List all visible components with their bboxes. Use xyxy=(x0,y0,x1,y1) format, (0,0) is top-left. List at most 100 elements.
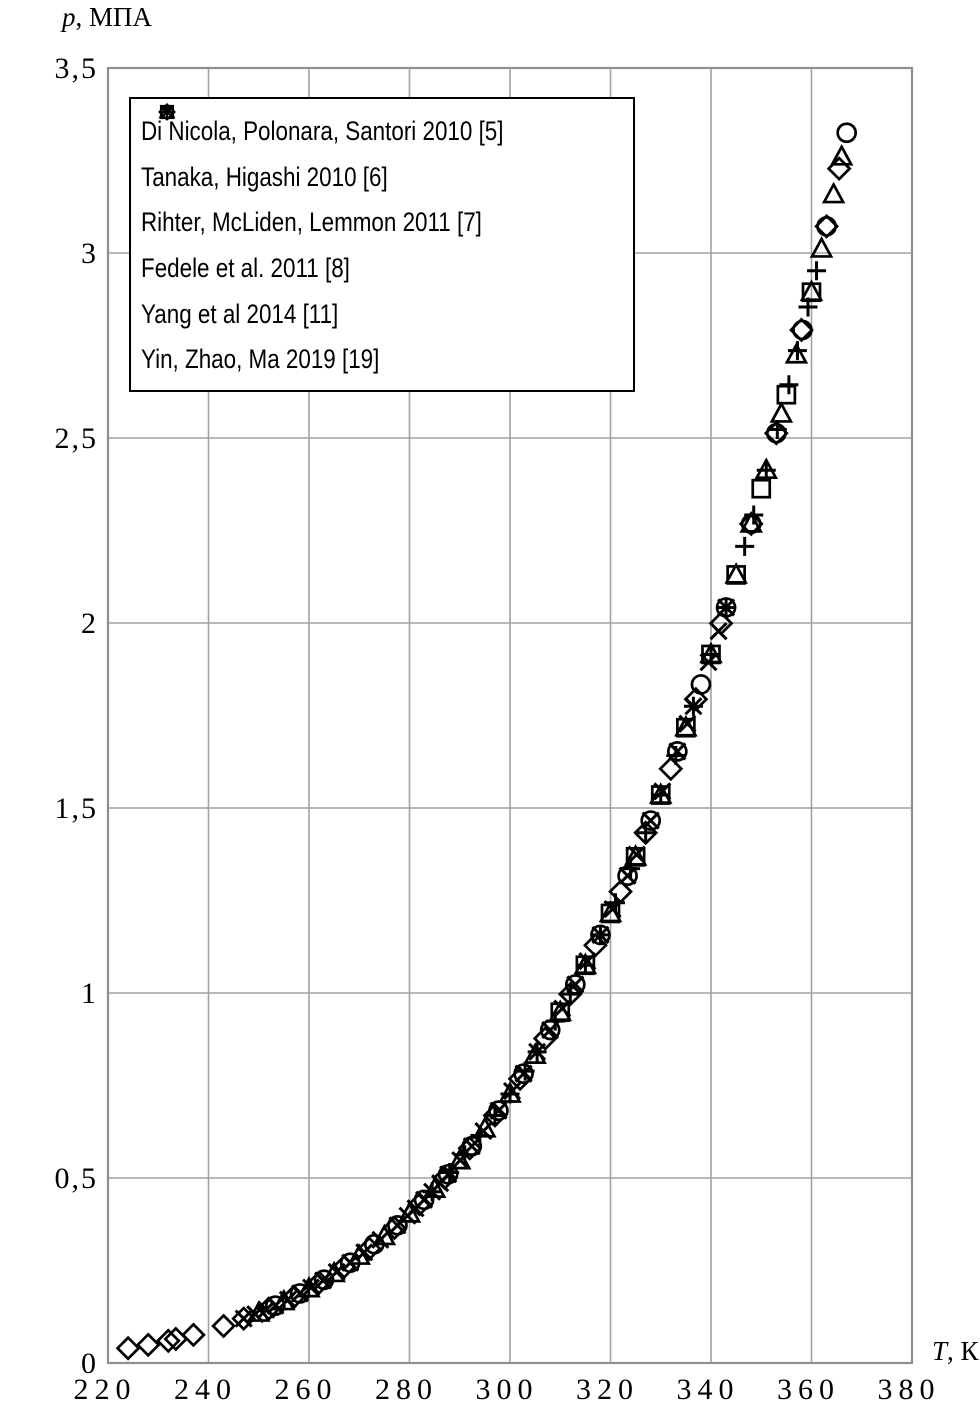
plus-marker-icon xyxy=(779,375,799,395)
y-tick-label: 2,5 xyxy=(55,422,99,455)
triangle-marker-icon xyxy=(739,511,763,533)
circle-marker-icon xyxy=(590,924,611,946)
legend-label: Yin, Zhao, Ma 2019 [19] xyxy=(141,344,380,375)
plus-marker-icon xyxy=(606,893,626,913)
y-tick-label: 1 xyxy=(81,977,98,1010)
circle-marker-icon xyxy=(765,422,787,444)
circle-marker-icon xyxy=(264,1295,286,1317)
plus-marker-icon xyxy=(798,297,818,317)
circle-marker-icon xyxy=(159,104,175,120)
plus-marker-icon xyxy=(590,925,610,945)
y-tick-labels: 0 0,5 1 1,5 2 2,5 3 3,5 xyxy=(55,52,99,1380)
legend-item-tanaka: Tanaka, Higashi 2010 [6] xyxy=(131,104,633,201)
legend-label: Rihter, McLiden, Lemmon 2011 [7] xyxy=(141,207,482,238)
y-tick-label: 3,5 xyxy=(55,52,99,85)
plus-marker-icon xyxy=(575,955,595,975)
square-marker-icon xyxy=(751,478,772,499)
legend-label: Fedele et al. 2011 [8] xyxy=(141,253,350,284)
plus-marker-icon xyxy=(787,341,807,361)
x-marker-icon xyxy=(653,782,672,801)
plus-marker-icon xyxy=(485,1105,505,1125)
x-tick-label: 360 xyxy=(777,1373,840,1404)
x-marker-icon xyxy=(278,1290,297,1309)
circle-marker-icon xyxy=(816,216,837,237)
y-tick-label: 1,5 xyxy=(55,792,99,825)
plus-legend-icon xyxy=(160,105,174,119)
square-marker-icon xyxy=(776,384,797,405)
y-axis-unit: , МПА xyxy=(75,2,153,32)
legend-label: Di Nicola, Polonara, Santori 2010 [5] xyxy=(141,116,504,147)
x-tick-label: 240 xyxy=(174,1373,237,1404)
plus-marker-icon xyxy=(160,105,174,119)
y-tick-label: 2 xyxy=(81,607,98,640)
plus-marker-icon xyxy=(716,597,736,617)
y-tick-label: 0,5 xyxy=(55,1162,99,1195)
x-axis-label: T, К xyxy=(932,1336,979,1367)
x-marker-icon xyxy=(514,1064,533,1083)
x-marker-icon xyxy=(341,1253,360,1272)
circle-marker-icon xyxy=(313,1269,335,1291)
triangle-marker-icon xyxy=(809,236,834,258)
circle-marker-icon xyxy=(437,1163,459,1185)
x-tick-label: 280 xyxy=(375,1373,438,1404)
x-tick-labels: 220 240 260 280 300 320 340 360 380 xyxy=(74,1373,941,1404)
plus-marker-icon xyxy=(683,696,703,716)
legend-item-fedele: Fedele et al. 2011 [8] xyxy=(131,105,633,292)
x-axis-variable: T xyxy=(932,1336,948,1366)
diamond-marker-icon xyxy=(814,213,839,239)
diamond-marker-icon xyxy=(557,981,583,1007)
triangle-marker-icon xyxy=(799,279,824,302)
circle-marker-icon xyxy=(640,810,662,831)
plus-marker-icon xyxy=(756,460,776,480)
x-tick-label: 300 xyxy=(476,1373,539,1404)
plus-marker-icon xyxy=(807,261,827,281)
diamond-marker-icon xyxy=(115,1335,141,1361)
x-tick-label: 380 xyxy=(878,1373,941,1404)
legend-item-di-nicola: Di Nicola, Polonara, Santori 2010 [5] xyxy=(131,103,633,155)
chart-legend: Di Nicola, Polonara, Santori 2010 [5] Tan… xyxy=(129,97,635,392)
legend-item-rihter: Rihter, McLiden, Lemmon 2011 [7] xyxy=(131,102,633,246)
x-tick-label: 340 xyxy=(677,1373,740,1404)
y-tick-label: 0 xyxy=(81,1347,98,1380)
triangle-marker-icon xyxy=(769,401,794,423)
series-tanaka xyxy=(550,282,822,1023)
triangle-marker-icon xyxy=(821,181,846,204)
x-tick-label: 220 xyxy=(74,1373,137,1404)
plot-frame xyxy=(106,66,914,1365)
plus-marker-icon xyxy=(500,1084,520,1104)
circle-marker-icon xyxy=(289,1283,311,1304)
triangle-marker-icon xyxy=(724,562,748,584)
series-yang xyxy=(422,261,827,1202)
circle-marker-icon xyxy=(339,1252,361,1274)
triangle-marker-icon xyxy=(784,341,809,364)
legend-label: Yang et al 2014 [11] xyxy=(141,298,339,329)
series-yin xyxy=(264,122,858,1317)
diamond-marker-icon xyxy=(583,932,608,958)
x-axis-unit: , К xyxy=(947,1336,979,1366)
x-marker-icon xyxy=(246,1305,265,1324)
circle-legend-icon xyxy=(159,104,175,120)
circle-marker-icon xyxy=(617,865,638,887)
diamond-marker-icon xyxy=(181,1322,206,1348)
circle-marker-icon xyxy=(363,1233,385,1255)
triangle-marker-icon xyxy=(623,844,648,866)
legend-item-yang: Yang et al 2014 [11] xyxy=(131,105,633,337)
plus-marker-icon xyxy=(651,785,671,805)
x-marker-icon xyxy=(618,866,637,885)
diamond-marker-icon xyxy=(658,756,684,782)
x-marker-icon xyxy=(699,653,718,672)
circle-marker-icon xyxy=(690,674,712,695)
x-marker-icon xyxy=(553,999,572,1018)
circle-marker-icon xyxy=(488,1100,509,1122)
triangle-marker-icon xyxy=(829,143,854,166)
circle-marker-icon xyxy=(740,513,762,535)
plus-marker-icon xyxy=(701,644,721,664)
x-tick-label: 320 xyxy=(576,1373,639,1404)
diamond-marker-icon xyxy=(211,1313,236,1339)
x-marker-icon xyxy=(266,1296,285,1315)
plus-marker-icon xyxy=(527,1042,547,1062)
legend-label: Tanaka, Higashi 2010 [6] xyxy=(141,161,388,192)
x-marker-icon xyxy=(462,1137,481,1156)
x-marker-icon xyxy=(290,1284,310,1303)
circle-marker-icon xyxy=(666,741,688,762)
